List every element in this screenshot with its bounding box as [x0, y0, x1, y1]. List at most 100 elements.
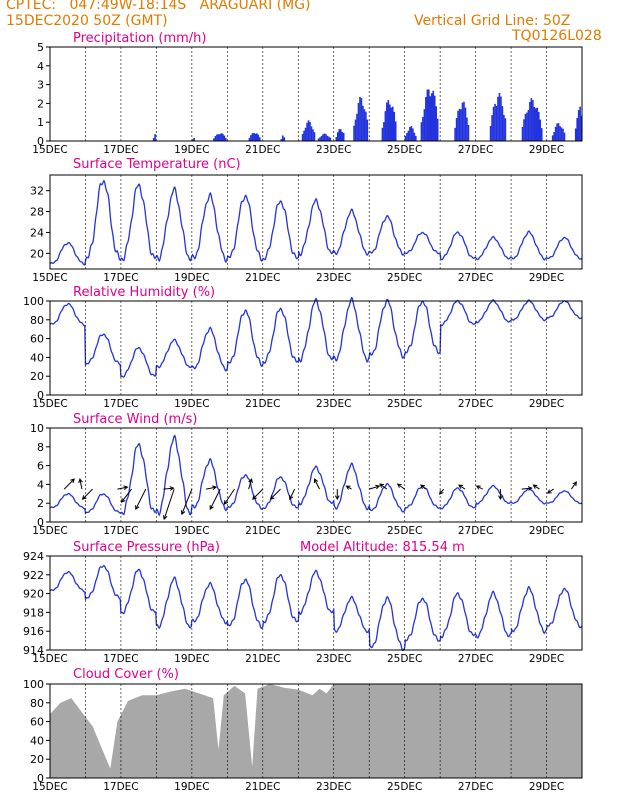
precip-bar [466, 117, 468, 141]
precip-bar [498, 92, 501, 141]
precip-bar [317, 138, 320, 141]
precip-bar [491, 115, 493, 141]
precip-bar [329, 137, 332, 141]
precip-bar [152, 138, 155, 141]
series-line-1 [49, 179, 582, 266]
precip-bar [224, 137, 227, 141]
precip-bar [560, 127, 563, 141]
precip-bar [213, 138, 215, 141]
y-tick-label: 20 [30, 753, 44, 766]
x-tick-label: 29DEC [529, 398, 564, 410]
x-tick-label: 23DEC [316, 653, 351, 665]
precip-bar [216, 134, 218, 141]
x-tick-label: 23DEC [316, 781, 351, 793]
precip-bar [254, 133, 257, 141]
x-tick-label: 27DEC [458, 781, 493, 793]
precip-bar [283, 137, 286, 141]
wind-arrow [181, 488, 193, 515]
precip-bar [386, 102, 388, 141]
y-tick-label: 20 [30, 370, 44, 383]
header-station: CPTEC: 047:49W-18:14S ARAGUARI (MG) [6, 0, 311, 13]
wind-arrow [224, 488, 235, 505]
precip-bar [535, 108, 537, 141]
precip-bar [454, 127, 456, 141]
x-tick-label: 17DEC [103, 781, 138, 793]
wind-arrow-head [209, 505, 214, 511]
wind-arrow-head [70, 478, 75, 484]
y-tick-label: 32 [30, 185, 44, 198]
x-tick-label: 15DEC [32, 144, 67, 156]
y-tick-label: 1 [37, 116, 44, 129]
precip-bar [563, 132, 566, 141]
precip-bar [504, 118, 507, 141]
precip-bar [556, 123, 558, 141]
wind-arrow [163, 488, 175, 520]
y-tick-label: 916 [23, 625, 44, 638]
wind-arrow-head [532, 484, 538, 489]
precip-bar [353, 125, 355, 141]
precip-bar [326, 135, 329, 141]
panel-title: Surface Wind (m/s) [73, 412, 197, 427]
y-tick-label: 0 [37, 772, 44, 785]
precip-bar [540, 128, 543, 141]
precip-bar [193, 137, 195, 141]
precip-bar [250, 135, 252, 141]
x-tick-label: 21DEC [245, 781, 280, 793]
x-tick-label: 17DEC [103, 144, 138, 156]
x-tick-label: 23DEC [316, 398, 351, 410]
x-tick-label: 15DEC [32, 525, 67, 537]
x-tick-label: 25DEC [387, 653, 422, 665]
y-tick-label: 924 [23, 550, 44, 563]
wind-arrow [205, 486, 217, 490]
precip-bar [248, 138, 251, 141]
wind-arrow [209, 488, 221, 510]
precip-bar [325, 134, 327, 141]
wind-arrow-head [81, 495, 87, 500]
y-tick-label: 80 [30, 697, 44, 710]
precip-bar [537, 111, 540, 141]
precip-bar [415, 135, 417, 141]
precip-bar [390, 107, 393, 141]
x-tick-label: 25DEC [387, 398, 422, 410]
x-tick-label: 27DEC [458, 144, 493, 156]
wind-arrow-head [212, 485, 218, 491]
y-tick-label: 922 [23, 569, 44, 582]
precip-bar [394, 121, 397, 141]
wind-arrow [379, 483, 388, 490]
x-tick-label: 15DEC [32, 653, 67, 665]
precip-bar [551, 135, 554, 141]
y-tick-label: 10 [30, 422, 44, 435]
model-altitude: Model Altitude: 815.54 m [300, 540, 465, 555]
wind-arrow-head [248, 478, 253, 484]
precip-bar [222, 133, 224, 141]
y-tick-label: 2 [37, 497, 44, 510]
x-tick-label: 23DEC [316, 525, 351, 537]
precip-bar [554, 126, 557, 141]
precip-bar [257, 134, 260, 141]
wind-arrow-head [135, 505, 140, 511]
y-tick-label: 40 [30, 351, 44, 364]
panel-5-frame [49, 683, 583, 779]
precip-bar [412, 128, 414, 141]
precip-bar [280, 139, 283, 141]
x-tick-label: 27DEC [458, 525, 493, 537]
precip-bar [500, 96, 502, 141]
precip-bar [360, 98, 363, 141]
precip-bar [383, 122, 385, 141]
precip-bar [306, 122, 308, 141]
precip-bar [463, 101, 465, 141]
wind-arrow [248, 478, 253, 490]
cloud-cover-area [50, 684, 582, 778]
x-tick-label: 29DEC [529, 272, 564, 284]
precip-bar [489, 125, 492, 141]
precip-bar [492, 106, 495, 141]
wind-arrow-head [162, 515, 168, 521]
precip-bar [553, 132, 555, 141]
wind-arrow [135, 488, 147, 510]
precip-bar [455, 118, 458, 141]
precip-bar [219, 134, 221, 141]
panel-3-frame [49, 427, 583, 523]
x-tick-label: 27DEC [458, 272, 493, 284]
precip-bar [384, 111, 387, 141]
wind-arrow [570, 481, 577, 490]
